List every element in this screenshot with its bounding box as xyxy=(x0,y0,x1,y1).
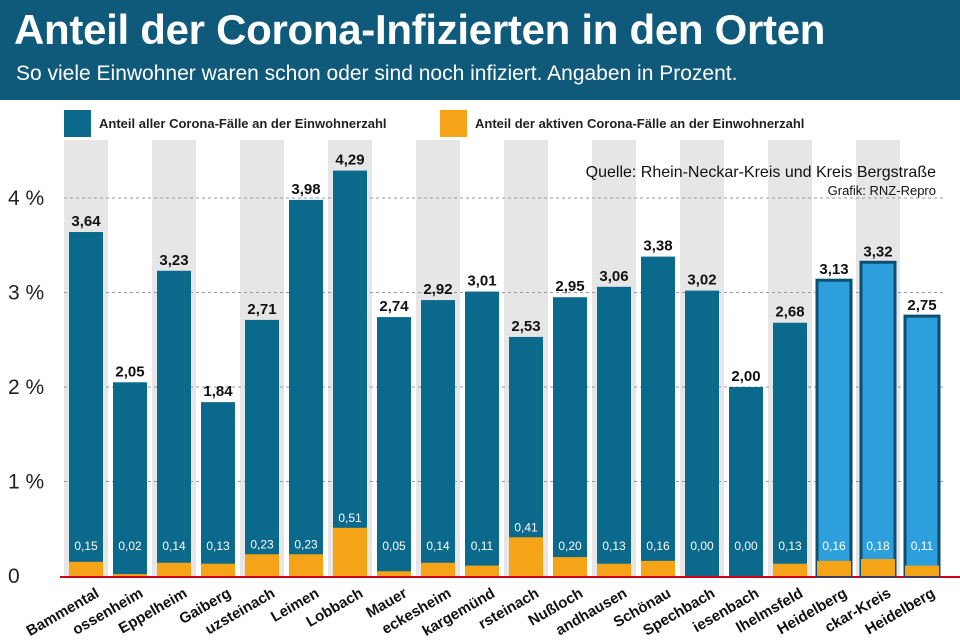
total-bar xyxy=(773,322,807,576)
active-bar xyxy=(201,563,235,576)
active-bar xyxy=(553,557,587,576)
credit-note: Grafik: RNZ-Repro xyxy=(828,183,936,198)
total-bar xyxy=(113,382,147,576)
legend-item-total: Anteil aller Corona-Fälle an der Einwohn… xyxy=(64,110,387,137)
total-value-label: 3,13 xyxy=(819,261,848,278)
y-tick-label: 3 % xyxy=(8,282,44,305)
active-value-label: 0,16 xyxy=(822,539,846,553)
total-value-label: 3,23 xyxy=(159,252,188,269)
y-axis-ticks: 0 1 % 2 % 3 % 4 % xyxy=(8,187,44,588)
y-tick-label: 0 xyxy=(8,565,20,588)
active-bar xyxy=(113,574,147,576)
total-bar xyxy=(465,291,499,576)
total-value-label: 3,02 xyxy=(687,272,716,289)
total-bar xyxy=(685,290,719,576)
legend-label-active: Anteil der aktiven Corona-Fälle an der E… xyxy=(475,116,805,131)
total-bar xyxy=(903,314,941,578)
active-bar xyxy=(157,562,191,576)
active-bar xyxy=(245,554,279,576)
active-bar xyxy=(465,565,499,576)
page-title: Anteil der Corona-Infizierten in den Ort… xyxy=(14,6,826,53)
total-bar xyxy=(333,170,367,576)
total-value-label: 2,00 xyxy=(731,368,760,385)
total-bar xyxy=(641,256,675,576)
total-bar xyxy=(377,317,411,576)
active-value-label: 0,51 xyxy=(338,511,362,525)
active-bar xyxy=(69,561,103,576)
active-bar xyxy=(333,527,367,576)
active-value-label: 0,23 xyxy=(294,537,318,551)
page-subtitle: So viele Einwohner waren schon oder sind… xyxy=(16,62,738,85)
active-bar xyxy=(773,563,807,576)
active-value-label: 0,11 xyxy=(911,539,934,553)
active-value-label: 0,05 xyxy=(382,539,406,553)
total-bar xyxy=(509,336,543,576)
total-value-label: 2,95 xyxy=(555,278,584,295)
active-value-label: 0,20 xyxy=(558,539,582,553)
header-banner: Anteil der Corona-Infizierten in den Ort… xyxy=(0,0,960,100)
active-value-label: 0,02 xyxy=(118,539,142,553)
total-value-label: 3,32 xyxy=(863,243,892,260)
active-bar xyxy=(377,571,411,576)
total-value-label: 3,38 xyxy=(643,238,672,255)
total-value-label: 2,92 xyxy=(423,281,452,298)
active-value-label: 0,18 xyxy=(866,539,890,553)
active-bar xyxy=(817,560,851,576)
y-tick-label: 2 % xyxy=(8,376,44,399)
active-value-label: 0,00 xyxy=(734,539,758,553)
total-value-label: 3,64 xyxy=(71,213,101,230)
y-tick-label: 1 % xyxy=(8,471,44,494)
total-value-label: 3,98 xyxy=(291,181,320,198)
total-value-label: 1,84 xyxy=(203,383,233,400)
active-value-label: 0,14 xyxy=(426,539,450,553)
active-value-label: 0,13 xyxy=(206,539,230,553)
chart-legend: Anteil aller Corona-Fälle an der Einwohn… xyxy=(0,110,960,138)
active-value-label: 0,41 xyxy=(514,520,538,534)
legend-label-total: Anteil aller Corona-Fälle an der Einwohn… xyxy=(99,116,387,131)
total-bar xyxy=(289,199,323,576)
active-value-label: 0,14 xyxy=(162,539,186,553)
total-bar xyxy=(859,260,897,578)
x-axis-ticks: BammentalossenheimEppelheimGaiberguzstei… xyxy=(23,585,938,640)
active-value-label: 0,16 xyxy=(646,539,670,553)
active-value-label: 0,15 xyxy=(74,539,98,553)
total-bar xyxy=(597,286,631,576)
active-bar xyxy=(289,554,323,576)
active-bar xyxy=(905,565,939,576)
total-value-label: 2,71 xyxy=(247,301,276,318)
total-value-label: 2,53 xyxy=(511,318,540,335)
legend-swatch-active xyxy=(440,110,467,137)
total-value-label: 2,68 xyxy=(775,304,804,321)
active-value-label: 0,00 xyxy=(690,539,714,553)
bars: 3,64 0,15 2,05 0,02 3,23 0,14 1,84 0,13 2,71 0,23… xyxy=(69,152,941,578)
active-value-label: 0,13 xyxy=(778,539,802,553)
active-bar xyxy=(509,537,543,576)
active-value-label: 0,11 xyxy=(471,539,494,553)
active-bar xyxy=(861,558,895,576)
legend-item-active: Anteil der aktiven Corona-Fälle an der E… xyxy=(440,110,804,137)
total-bar xyxy=(157,270,191,576)
total-bar xyxy=(245,319,279,576)
total-value-label: 2,75 xyxy=(907,297,936,314)
total-bar xyxy=(421,300,455,576)
legend-swatch-total xyxy=(64,110,91,137)
active-bar xyxy=(641,560,675,576)
total-bar xyxy=(553,297,587,576)
active-value-label: 0,13 xyxy=(602,539,626,553)
total-bar xyxy=(815,278,853,578)
active-bar xyxy=(421,562,455,576)
total-bar xyxy=(69,232,103,576)
total-value-label: 2,05 xyxy=(115,363,144,380)
bar-chart: 0 1 % 2 % 3 % 4 % 3,64 0,15 2,05 0,02 3,23 0,14 1,… xyxy=(8,140,960,640)
total-bar xyxy=(729,387,763,576)
total-value-label: 3,06 xyxy=(599,268,628,285)
total-bar xyxy=(201,402,235,576)
y-tick-label: 4 % xyxy=(8,187,44,210)
total-value-label: 3,01 xyxy=(467,273,496,290)
active-bar xyxy=(597,563,631,576)
total-value-label: 4,29 xyxy=(335,152,364,169)
source-note: Quelle: Rhein-Neckar-Kreis und Kreis Ber… xyxy=(586,164,936,181)
total-value-label: 2,74 xyxy=(379,298,409,315)
active-value-label: 0,23 xyxy=(250,537,274,551)
